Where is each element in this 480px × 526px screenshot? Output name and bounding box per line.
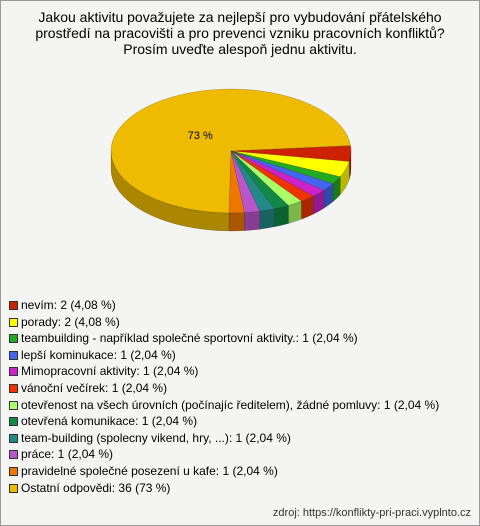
legend-label: otevřená komunikace: 1 (2,04 %) [21,414,198,429]
legend-label: lepší kominukace: 1 (2,04 %) [21,347,176,362]
slice-side [274,205,289,228]
legend-swatch [9,400,18,410]
legend-entry: porady: 2 (4,08 %) [9,314,471,331]
legend-swatch [9,317,18,327]
legend-swatch [9,350,18,360]
source-note: zdroj: https://konflikty-pri-praci.vypln… [272,507,471,519]
slice [228,150,245,214]
legend-entry: práce: 1 (2,04 %) [9,446,471,463]
legend-label: teambuilding - například společné sporto… [21,331,358,346]
legend-entry: lepší kominukace: 1 (2,04 %) [9,347,471,364]
legend-label: otevřenost na všech úrovních (počínajíc … [21,397,440,412]
legend-entry: nevím: 2 (4,08 %) [9,297,471,314]
legend-entry: otevřená komunikace: 1 (2,04 %) [9,413,471,430]
slice [230,150,314,202]
slice [230,150,275,212]
slice-side [228,212,245,232]
slice [230,150,341,185]
slice [230,150,261,213]
legend-swatch [9,301,18,310]
legend-swatch [9,433,18,443]
legend-entry: team-building (spolecny vikend, hry, ...… [9,430,471,447]
legend-entry: pravidelné společné posezení u kafe: 1 (… [9,463,471,480]
legend-swatch [9,334,18,344]
legend-label: Ostatní odpovědi: 36 (73 %) [21,480,171,495]
legend-swatch [9,367,18,377]
legend-swatch [9,417,18,427]
pie-area: 73 % [110,88,352,232]
legend-entry: Ostatní odpovědi: 36 (73 %) [9,480,471,497]
slice-side [244,210,260,231]
legend-swatch [9,466,18,476]
legend-label: práce: 1 (2,04 %) [21,447,114,462]
slice [230,150,303,206]
legend-swatch [9,483,18,493]
legend-label: porady: 2 (4,08 %) [21,314,120,329]
slice-side [259,208,275,230]
slice [110,88,351,214]
slice [230,150,350,178]
legend-label: vánoční večírek: 1 (2,04 %) [21,380,168,395]
legend-swatch [9,383,18,393]
data-label: 73 % [188,130,213,142]
slice [230,145,352,162]
slice [230,150,289,210]
chart-title: Jakou aktivitu považujete za nejlepší pr… [35,9,445,57]
legend-label: Mimopracovní aktivity: 1 (2,04 %) [21,364,199,379]
legend-entry: teambuilding - například společné sporto… [9,330,471,347]
legend-swatch [9,450,18,460]
legend-entry: vánoční večírek: 1 (2,04 %) [9,380,471,397]
slice [230,150,334,191]
legend-label: team-building (spolecny vikend, hry, ...… [21,430,291,445]
legend-label: nevím: 2 (4,08 %) [21,298,116,312]
legend-entry: Mimopracovní aktivity: 1 (2,04 %) [9,363,471,380]
slice [230,150,325,197]
legend-entry: otevřenost na všech úrovních (počínajíc … [9,397,471,414]
slice-side [110,150,230,232]
legend: nevím: 2 (4,08 %) porady: 2 (4,08 %) teamb… [9,297,471,496]
legend-label: pravidelné společné posezení u kafe: 1 (… [21,463,278,478]
